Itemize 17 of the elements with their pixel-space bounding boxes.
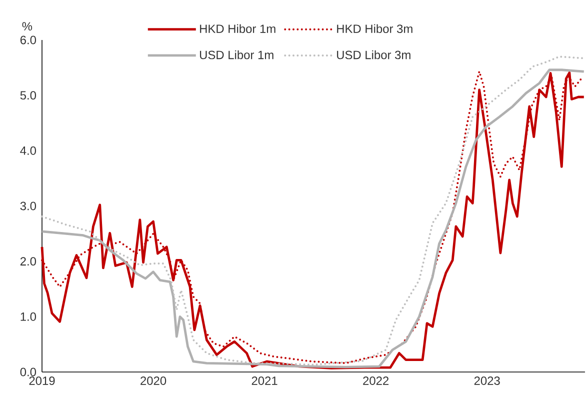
- y-tick-label: 6.0: [20, 36, 36, 44]
- x-tick-label: 2022: [363, 376, 389, 385]
- y-tick-label: 1.0: [20, 312, 36, 321]
- x-tick-label: 2021: [252, 376, 278, 385]
- y-axis-title: %: [22, 22, 32, 30]
- y-tick-label: 5.0: [20, 91, 36, 100]
- legend-label: HKD Hibor 3m: [337, 24, 412, 34]
- y-tick-label: 4.0: [20, 146, 36, 155]
- legend-label: HKD Hibor 1m: [200, 24, 276, 34]
- y-tick-label: 0.0: [20, 368, 36, 376]
- x-tick-label: 2020: [140, 376, 166, 385]
- y-tick-label: 2.0: [20, 257, 36, 266]
- x-tick-label: 2023: [474, 376, 500, 385]
- legend-label: USD Libor 3m: [337, 50, 410, 60]
- y-tick-label: 3.0: [20, 202, 36, 210]
- x-tick-label: 2019: [29, 376, 55, 385]
- legend-label: USD Libor 1m: [200, 50, 274, 60]
